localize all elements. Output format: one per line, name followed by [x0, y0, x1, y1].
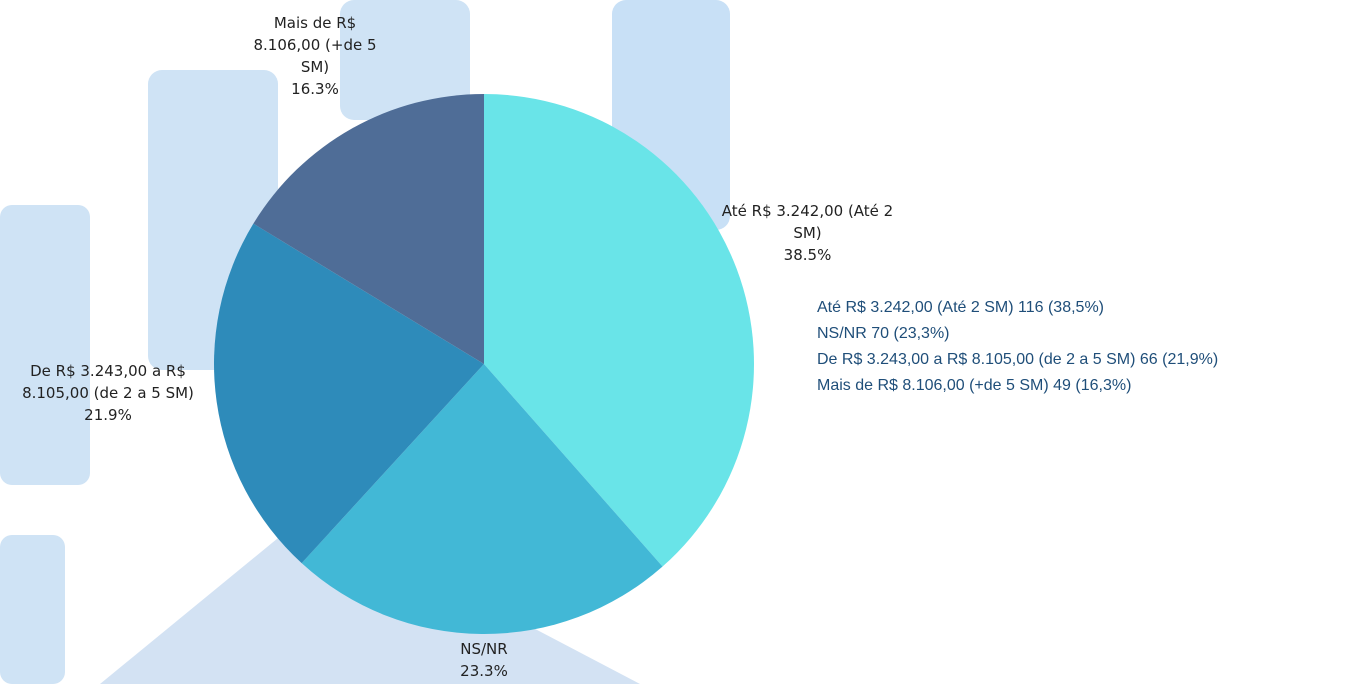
slice-label: De R$ 3.243,00 a R$ 8.105,00 (de 2 a 5 S…	[8, 360, 208, 426]
slice-label: NS/NR 23.3%	[384, 638, 584, 682]
legend-percent: (21,9%)	[1162, 351, 1218, 368]
slice-percent: 21.9%	[84, 406, 132, 424]
legend-entry: Até R$ 3.242,00 (Até 2 SM) 116 (38,5%)	[817, 299, 1104, 316]
pie-slice	[301, 364, 663, 634]
legend-percent: (16,3%)	[1075, 377, 1131, 394]
legend-category: Mais de R$ 8.106,00 (+de 5 SM)	[817, 377, 1049, 394]
legend-category: NS/NR	[817, 325, 867, 342]
slice-label: Mais de R$ 8.106,00 (+de 5 SM) 16.3%	[240, 12, 390, 100]
slice-percent: 16.3%	[291, 80, 339, 98]
legend-percent: (38,5%)	[1048, 299, 1104, 316]
slice-label: Até R$ 3.242,00 (Até 2 SM) 38.5%	[720, 200, 895, 266]
pie	[213, 94, 754, 634]
legend-count: 66	[1140, 351, 1158, 368]
slice-percent: 23.3%	[460, 662, 508, 680]
legend-percent: (23,3%)	[893, 325, 949, 342]
legend-entry: Mais de R$ 8.106,00 (+de 5 SM) 49 (16,3%…	[817, 377, 1131, 394]
legend-entry: NS/NR 70 (23,3%)	[817, 325, 950, 342]
legend-count: 116	[1018, 299, 1044, 316]
legend-category: Até R$ 3.242,00 (Até 2 SM)	[817, 299, 1014, 316]
slice-percent: 38.5%	[783, 246, 832, 264]
slice-category: Mais de R$ 8.106,00 (+de 5 SM)	[253, 14, 377, 76]
slice-category: NS/NR	[460, 640, 508, 658]
pie-slice	[253, 94, 484, 364]
slice-category: Até R$ 3.242,00 (Até 2 SM)	[721, 202, 894, 242]
slice-category: De R$ 3.243,00 a R$ 8.105,00 (de 2 a 5 S…	[22, 362, 194, 402]
legend-category: De R$ 3.243,00 a R$ 8.105,00 (de 2 a 5 S…	[817, 351, 1135, 368]
pie-slice	[213, 223, 484, 564]
legend-count: 49	[1053, 377, 1071, 394]
pie-slice	[484, 94, 754, 567]
legend: Até R$ 3.242,00 (Até 2 SM) 116 (38,5%) NS…	[817, 299, 1218, 394]
legend-count: 70	[871, 325, 889, 342]
legend-entry: De R$ 3.243,00 a R$ 8.105,00 (de 2 a 5 S…	[817, 351, 1218, 368]
